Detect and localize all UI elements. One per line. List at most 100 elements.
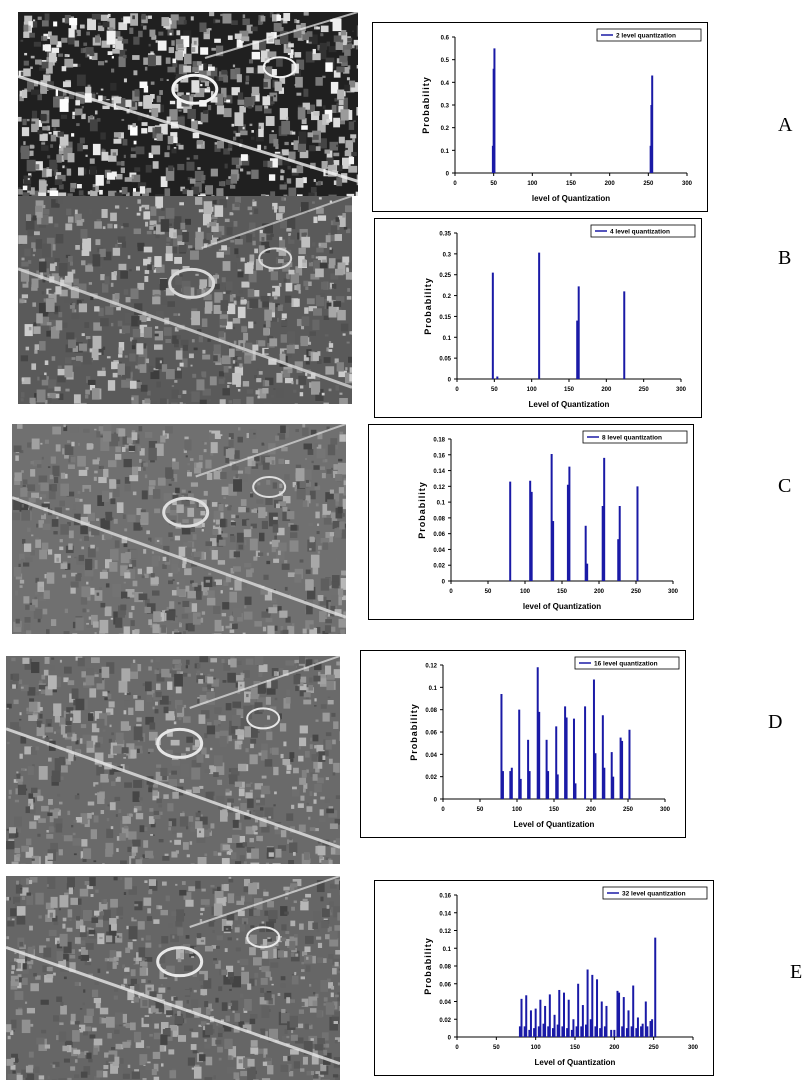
aerial-image-8-level [12, 424, 346, 634]
legend-label: 32 level quantization [622, 891, 686, 898]
histogram-chart: 0 0.02 0.04 0.06 0.08 0.1 0.12 0.14 0.16 0.18 0 50 1… [417, 430, 688, 611]
y-tick-label: 0.1 [443, 336, 452, 342]
y-tick-label: 0.4 [441, 81, 450, 87]
legend-box [596, 28, 702, 42]
aerial-photo-texture [18, 196, 352, 404]
x-tick-label: 100 [520, 589, 531, 595]
legend-label: 2 level quantization [616, 33, 676, 40]
x-tick-label: 50 [490, 181, 497, 187]
histogram-panel-8-level: 0 0.02 0.04 0.06 0.08 0.1 0.12 0.14 0.16 0.18 0 50 1… [368, 424, 694, 620]
x-tick-label: 100 [527, 181, 538, 187]
x-tick-label: 250 [631, 589, 642, 595]
legend-box [582, 430, 688, 444]
x-tick-label: 250 [623, 807, 634, 813]
y-tick-label: 0.04 [425, 753, 437, 759]
y-tick-label: 0.08 [439, 965, 451, 971]
y-tick-label: 0.16 [433, 453, 445, 459]
row-label-e: E [790, 961, 803, 983]
y-tick-label: 0.35 [439, 232, 451, 238]
x-tick-label: 200 [586, 807, 597, 813]
row-label-b: B [778, 247, 792, 269]
row-label-a: A [778, 114, 793, 136]
legend-label: 16 level quantization [594, 661, 658, 668]
histogram-chart: 0 0.05 0.1 0.15 0.2 0.25 0.3 0.35 0 50 100 150 200 25… [423, 224, 696, 409]
legend-label: 4 level quantization [610, 229, 670, 236]
legend-box [590, 224, 696, 238]
x-tick-label: 150 [564, 387, 575, 393]
legend-box [602, 886, 708, 900]
y-axis-title: Probability [409, 703, 419, 761]
x-tick-label: 150 [557, 589, 568, 595]
y-tick-label: 0.12 [439, 929, 451, 935]
aerial-photo-texture [6, 656, 340, 864]
y-tick-label: 0.1 [441, 149, 450, 155]
x-tick-label: 200 [594, 589, 605, 595]
x-tick-label: 300 [668, 589, 679, 595]
x-axis-title: level of Quantization [532, 194, 610, 203]
y-tick-label: 0.02 [439, 1018, 451, 1024]
x-axis-title: Level of Quantization [529, 400, 610, 409]
x-tick-label: 50 [493, 1045, 500, 1051]
aerial-image-4-level [18, 196, 352, 404]
x-tick-label: 200 [601, 387, 612, 393]
y-tick-label: 0.15 [439, 315, 451, 321]
x-tick-label: 250 [649, 1045, 660, 1051]
histogram-chart: 0 0.1 0.2 0.3 0.4 0.5 0.6 0 50 100 150 200 250 300 lev… [421, 28, 702, 203]
x-tick-label: 0 [455, 387, 459, 393]
aerial-image-2-level [18, 12, 358, 196]
y-tick-label: 0.5 [441, 58, 450, 64]
y-axis-title: Probability [421, 76, 431, 134]
aerial-image-16-level [6, 656, 340, 864]
x-tick-label: 100 [512, 807, 523, 813]
x-axis-title: Level of Quantization [535, 1058, 616, 1067]
aerial-photo-texture [18, 12, 358, 196]
histogram-chart: 0 0.02 0.04 0.06 0.08 0.1 0.12 0 50 100 150 200 250 3… [409, 656, 680, 829]
x-tick-label: 0 [455, 1045, 459, 1051]
legend-box [574, 656, 680, 670]
y-axis-title: Probability [423, 937, 433, 995]
y-tick-label: 0.06 [439, 982, 451, 988]
y-tick-label: 0.1 [437, 501, 446, 507]
x-tick-label: 100 [527, 387, 538, 393]
y-tick-label: 0.12 [433, 485, 445, 491]
x-axis-title: level of Quantization [523, 602, 601, 611]
y-tick-label: 0.1 [443, 947, 452, 953]
x-tick-label: 50 [477, 807, 484, 813]
x-tick-label: 250 [639, 387, 650, 393]
x-axis-title: Level of Quantization [514, 820, 595, 829]
histogram-panel-16-level: 0 0.02 0.04 0.06 0.08 0.1 0.12 0 50 100 150 200 250 3… [360, 650, 686, 838]
x-tick-label: 150 [549, 807, 560, 813]
histogram-chart: 0 0.02 0.04 0.06 0.08 0.1 0.12 0.14 0.16 0 50 100 15… [423, 886, 708, 1067]
y-tick-label: 0.04 [433, 548, 445, 554]
x-tick-label: 0 [441, 807, 445, 813]
x-tick-label: 300 [688, 1045, 699, 1051]
aerial-photo-texture [6, 876, 340, 1080]
x-tick-label: 100 [531, 1045, 542, 1051]
y-axis-title: Probability [417, 481, 427, 539]
y-tick-label: 0.2 [441, 126, 450, 132]
y-tick-label: 0.14 [439, 911, 451, 917]
x-tick-label: 200 [605, 181, 616, 187]
y-tick-label: 0.14 [433, 469, 445, 475]
y-tick-label: 0.02 [425, 775, 437, 781]
y-tick-label: 0 [448, 1036, 452, 1042]
y-tick-label: 0 [448, 378, 452, 384]
y-tick-label: 0.6 [441, 36, 450, 42]
x-tick-label: 300 [660, 807, 671, 813]
legend-label: 8 level quantization [602, 435, 662, 442]
x-tick-label: 50 [491, 387, 498, 393]
x-tick-label: 250 [643, 181, 654, 187]
aerial-image-32-level [6, 876, 340, 1080]
x-tick-label: 0 [449, 589, 453, 595]
x-tick-label: 0 [453, 181, 457, 187]
x-tick-label: 50 [485, 589, 492, 595]
row-label-c: C [778, 475, 792, 497]
y-tick-label: 0 [442, 580, 446, 586]
y-tick-label: 0.12 [425, 664, 437, 670]
histogram-panel-2-level: 0 0.1 0.2 0.3 0.4 0.5 0.6 0 50 100 150 200 250 300 lev… [372, 22, 708, 212]
y-tick-label: 0.05 [439, 357, 451, 363]
aerial-photo-texture [12, 424, 346, 634]
y-tick-label: 0.18 [433, 438, 445, 444]
y-tick-label: 0.3 [443, 252, 452, 258]
y-tick-label: 0.06 [433, 532, 445, 538]
